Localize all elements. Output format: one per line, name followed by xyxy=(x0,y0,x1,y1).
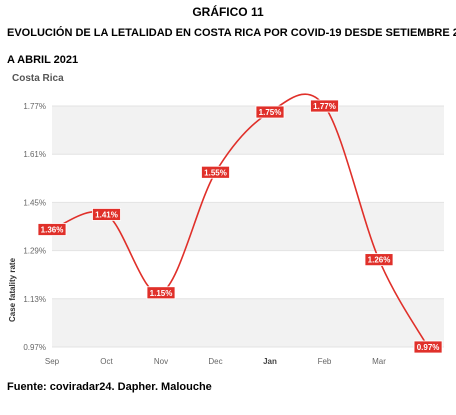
y-tick-label: 0.97% xyxy=(23,343,46,352)
data-label: 1.55% xyxy=(201,165,230,179)
data-label-box xyxy=(310,99,339,113)
figure-heading-line1: EVOLUCIÓN DE LA LETALIDAD EN COSTA RICA … xyxy=(7,27,456,39)
data-label-text: 1.75% xyxy=(259,108,282,117)
plot-band xyxy=(52,298,444,347)
data-label-box xyxy=(364,253,394,267)
source-note: Fuente: coviradar24. Dapher. Malouche xyxy=(7,381,212,393)
plot-band xyxy=(52,154,444,203)
y-axis-label: Case fatality rate xyxy=(8,257,17,322)
chart-subtitle: Costa Rica xyxy=(12,73,64,84)
data-label-text: 1.15% xyxy=(150,289,173,298)
data-label: 0.97% xyxy=(413,340,443,354)
figure-heading-line2: A ABRIL 2021 xyxy=(7,54,79,66)
data-label-text: 1.41% xyxy=(95,210,118,219)
data-label-box xyxy=(413,340,443,354)
x-tick-label: Jan xyxy=(263,357,277,366)
x-tick-label: Nov xyxy=(154,357,168,366)
data-label-text: 0.97% xyxy=(417,343,440,352)
data-label: 1.75% xyxy=(255,105,285,119)
data-label-box xyxy=(201,165,230,179)
data-label-text: 1.36% xyxy=(41,226,64,235)
x-tick-label: Sep xyxy=(45,357,60,366)
lethality-chart: Costa Rica 0.97% 1.13% 1.29% 1.45% 1.61% 1.77… xyxy=(8,73,444,366)
data-label: 1.77% xyxy=(310,99,339,113)
data-label: 1.15% xyxy=(146,286,176,300)
data-label: 1.36% xyxy=(37,223,67,236)
y-tick-label: 1.13% xyxy=(23,295,46,304)
y-tick-label: 1.61% xyxy=(23,150,46,159)
x-tick-label: Oct xyxy=(100,357,113,366)
data-label-box xyxy=(146,286,176,300)
data-label-box xyxy=(92,208,121,221)
data-label: 1.26% xyxy=(364,253,394,267)
y-tick-label: 1.77% xyxy=(23,102,46,111)
data-label-box xyxy=(37,223,67,236)
y-tick-label: 1.45% xyxy=(23,198,46,207)
y-tick-label: 1.29% xyxy=(23,247,46,256)
fatality-rate-line xyxy=(51,93,429,348)
figure-label: GRÁFICO 11 xyxy=(192,5,264,19)
x-tick-label: Feb xyxy=(318,357,332,366)
data-label-box xyxy=(255,105,285,119)
x-tick-label: Mar xyxy=(372,357,386,366)
data-label-text: 1.77% xyxy=(313,102,336,111)
data-label-text: 1.26% xyxy=(368,256,391,265)
data-label-text: 1.55% xyxy=(204,168,227,177)
data-label: 1.41% xyxy=(92,208,121,221)
x-tick-label: Dec xyxy=(208,357,222,366)
